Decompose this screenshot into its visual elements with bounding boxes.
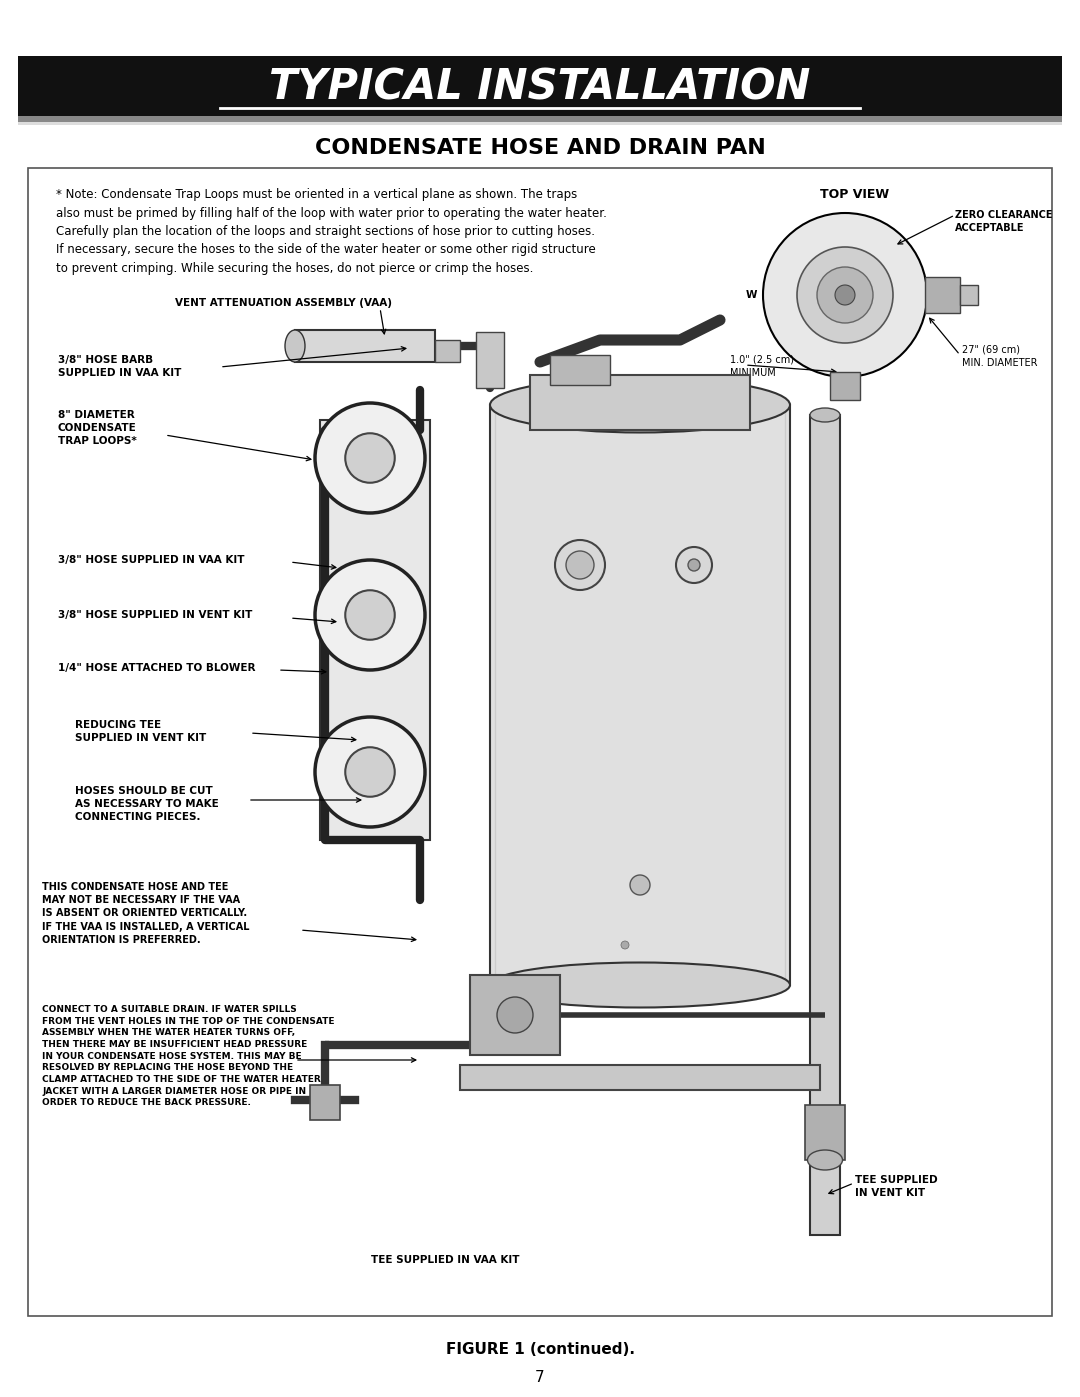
Circle shape [816, 267, 873, 323]
Ellipse shape [808, 1150, 842, 1171]
Bar [18, 56, 1062, 116]
Circle shape [346, 433, 395, 483]
Bar [476, 332, 504, 388]
Circle shape [762, 212, 927, 377]
Circle shape [346, 591, 395, 640]
Circle shape [555, 541, 605, 590]
Bar [805, 1105, 845, 1160]
Ellipse shape [490, 963, 789, 1007]
Text: TOP VIEW: TOP VIEW [821, 189, 890, 201]
Bar [960, 285, 978, 305]
Text: CONDENSATE HOSE AND DRAIN PAN: CONDENSATE HOSE AND DRAIN PAN [314, 138, 766, 158]
Circle shape [621, 942, 629, 949]
Bar [470, 975, 561, 1055]
Text: REDUCING TEE
SUPPLIED IN VENT KIT: REDUCING TEE SUPPLIED IN VENT KIT [75, 719, 206, 743]
Bar [831, 372, 860, 400]
Text: ZERO CLEARANCE
ACCEPTABLE: ZERO CLEARANCE ACCEPTABLE [955, 210, 1053, 233]
Text: VENT ATTENUATION ASSEMBLY (VAA): VENT ATTENUATION ASSEMBLY (VAA) [175, 298, 392, 307]
Text: 27" (69 cm)
MIN. DIAMETER: 27" (69 cm) MIN. DIAMETER [962, 345, 1038, 369]
Text: 7: 7 [536, 1370, 544, 1386]
Text: TEE SUPPLIED
IN VENT KIT: TEE SUPPLIED IN VENT KIT [855, 1175, 937, 1197]
Circle shape [797, 247, 893, 344]
Circle shape [630, 875, 650, 895]
Bar [810, 415, 840, 1235]
Bar [28, 168, 1052, 1316]
Bar [295, 330, 435, 362]
Text: 1.0" (2.5 cm)
MINIMUM: 1.0" (2.5 cm) MINIMUM [730, 355, 794, 379]
Circle shape [346, 747, 395, 796]
Bar [18, 122, 1062, 124]
Circle shape [688, 559, 700, 571]
Ellipse shape [810, 408, 840, 422]
Ellipse shape [490, 377, 789, 433]
Text: 1/4" HOSE ATTACHED TO BLOWER: 1/4" HOSE ATTACHED TO BLOWER [58, 664, 256, 673]
Bar [924, 277, 960, 313]
Circle shape [497, 997, 534, 1032]
Text: 8" DIAMETER
CONDENSATE
TRAP LOOPS*: 8" DIAMETER CONDENSATE TRAP LOOPS* [58, 409, 137, 446]
Bar [490, 405, 789, 985]
Bar [530, 374, 750, 430]
Bar [550, 355, 610, 386]
Bar [310, 1085, 340, 1120]
Bar [18, 116, 1062, 122]
Text: TYPICAL INSTALLATION: TYPICAL INSTALLATION [269, 67, 811, 109]
Text: HOSES SHOULD BE CUT
AS NECESSARY TO MAKE
CONNECTING PIECES.: HOSES SHOULD BE CUT AS NECESSARY TO MAKE… [75, 787, 219, 821]
Circle shape [315, 717, 426, 827]
Circle shape [315, 560, 426, 671]
Text: FIGURE 1 (continued).: FIGURE 1 (continued). [446, 1343, 635, 1358]
Bar [435, 339, 460, 362]
Bar [320, 420, 430, 840]
Circle shape [315, 402, 426, 513]
Text: 3/8" HOSE BARB
SUPPLIED IN VAA KIT: 3/8" HOSE BARB SUPPLIED IN VAA KIT [58, 355, 181, 377]
Circle shape [566, 550, 594, 578]
Text: 3/8" HOSE SUPPLIED IN VAA KIT: 3/8" HOSE SUPPLIED IN VAA KIT [58, 555, 244, 564]
Text: THIS CONDENSATE HOSE AND TEE
MAY NOT BE NECESSARY IF THE VAA
IS ABSENT OR ORIENT: THIS CONDENSATE HOSE AND TEE MAY NOT BE … [42, 882, 249, 944]
Text: W: W [745, 291, 757, 300]
Circle shape [835, 285, 855, 305]
Bar [460, 1065, 820, 1090]
Circle shape [676, 548, 712, 583]
Text: TEE SUPPLIED IN VAA KIT: TEE SUPPLIED IN VAA KIT [370, 1255, 519, 1266]
Text: 3/8" HOSE SUPPLIED IN VENT KIT: 3/8" HOSE SUPPLIED IN VENT KIT [58, 610, 253, 620]
Ellipse shape [285, 330, 305, 362]
Text: * Note: Condensate Trap Loops must be oriented in a vertical plane as shown. The: * Note: Condensate Trap Loops must be or… [56, 189, 607, 275]
Text: CONNECT TO A SUITABLE DRAIN. IF WATER SPILLS
FROM THE VENT HOLES IN THE TOP OF T: CONNECT TO A SUITABLE DRAIN. IF WATER SP… [42, 1004, 335, 1108]
